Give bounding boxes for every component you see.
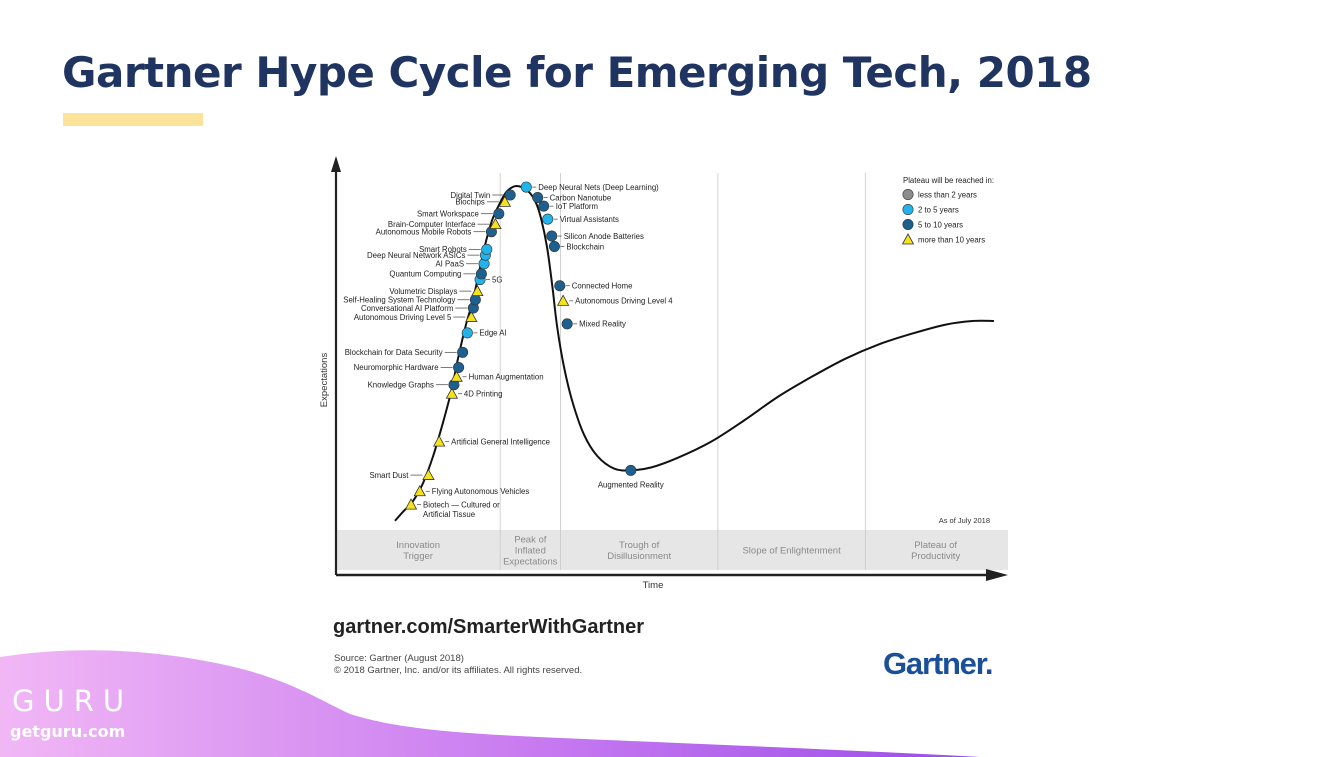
- legend-label: 5 to 10 years: [918, 221, 963, 230]
- point-label: Volumetric Displays: [389, 287, 457, 296]
- phase-label: Plateau of: [914, 540, 957, 551]
- slide-title: Gartner Hype Cycle for Emerging Tech, 20…: [62, 48, 1092, 97]
- point-label: Edge AI: [479, 329, 506, 338]
- point-label: Quantum Computing: [389, 270, 461, 279]
- phase-label: Disillusionment: [607, 551, 671, 562]
- legend-marker: [902, 204, 914, 216]
- point-label: IoT Platform: [556, 202, 598, 211]
- legend-marker: [902, 219, 914, 231]
- data-point: [465, 310, 478, 322]
- point-label: AI PaaS: [435, 260, 464, 269]
- phase-label: Productivity: [911, 551, 960, 562]
- data-point: [475, 268, 487, 280]
- point-label: Self-Healing System Technology: [343, 296, 455, 305]
- x-axis-label: Time: [643, 580, 664, 591]
- data-point: [404, 498, 418, 510]
- data-point: [489, 217, 502, 230]
- point-label: Artificial General Intelligence: [451, 437, 550, 446]
- legend-label: less than 2 years: [918, 191, 977, 200]
- point-label: Brain-Computer Interface: [388, 220, 476, 229]
- phase-label: Slope of Enlightenment: [742, 546, 841, 557]
- phase-label: Innovation: [396, 540, 440, 551]
- point-label: Silicon Anode Batteries: [564, 232, 644, 241]
- point-label: Human Augmentation: [469, 373, 544, 382]
- data-point: [450, 370, 463, 382]
- point-label: Autonomous Mobile Robots: [376, 228, 472, 237]
- point-label: Connected Home: [572, 282, 633, 291]
- point-label: Augmented Reality: [598, 480, 664, 489]
- data-point: [625, 464, 637, 476]
- y-axis-arrow: [331, 156, 341, 172]
- point-label: Carbon Nanotube: [550, 193, 612, 202]
- data-point: [546, 230, 558, 242]
- point-label: Smart Robots: [419, 245, 467, 254]
- legend-title: Plateau will be reached in:: [903, 176, 994, 185]
- phase-label: Inflated: [515, 546, 546, 557]
- point-label: Autonomous Driving Level 5: [354, 313, 452, 322]
- point-label: Artificial Tissue: [423, 510, 475, 519]
- data-point: [433, 435, 446, 447]
- data-point: [457, 346, 469, 358]
- point-label: Flying Autonomous Vehicles: [432, 487, 530, 496]
- guru-website[interactable]: getguru.com: [10, 722, 126, 741]
- as-of-note: As of July 2018: [939, 516, 990, 525]
- data-point: [422, 468, 435, 480]
- data-point: [561, 318, 573, 330]
- legend-label: 2 to 5 years: [918, 206, 959, 215]
- source-line: Source: Gartner (August 2018): [334, 653, 464, 664]
- footer-wave-shape: [0, 650, 980, 757]
- phase-band: [336, 530, 1008, 570]
- phase-label: Peak of: [514, 535, 547, 546]
- point-label: Deep Neural Network ASICs: [367, 251, 465, 260]
- point-label: Neuromorphic Hardware: [354, 363, 439, 372]
- data-point: [453, 361, 465, 373]
- point-label: Virtual Assistants: [560, 215, 619, 224]
- point-label: Biochips: [455, 198, 485, 207]
- point-label: Biotech — Cultured or: [423, 500, 500, 509]
- phase-label: Expectations: [503, 557, 558, 568]
- point-label: Autonomous Driving Level 4: [575, 297, 673, 306]
- data-point: [471, 284, 484, 297]
- point-label: Knowledge Graphs: [368, 381, 434, 390]
- y-axis-label: Expectations: [319, 353, 330, 408]
- point-label: Smart Workspace: [417, 210, 479, 219]
- data-point: [481, 243, 493, 255]
- title-accent-bar: [63, 113, 203, 126]
- legend-label: more than 10 years: [918, 236, 985, 245]
- point-label: Conversational AI Platform: [361, 304, 453, 313]
- guru-logo: GURU: [12, 684, 134, 718]
- point-label: Blockchain for Data Security: [345, 348, 443, 357]
- data-point: [504, 189, 516, 201]
- phase-label: Trough of: [619, 540, 660, 551]
- data-point: [520, 181, 532, 193]
- data-point: [538, 200, 550, 212]
- source-site-link[interactable]: gartner.com/SmarterWithGartner: [333, 616, 645, 638]
- data-point: [532, 192, 544, 204]
- data-point: [556, 294, 570, 306]
- x-axis-arrow: [986, 569, 1008, 581]
- data-point: [542, 213, 554, 225]
- point-label: 4D Printing: [464, 390, 503, 399]
- gartner-logo: Gartner.: [883, 646, 994, 681]
- legend-marker: [902, 189, 914, 201]
- point-label: Mixed Reality: [579, 320, 626, 329]
- point-label: 5G: [492, 275, 502, 284]
- point-label: Deep Neural Nets (Deep Learning): [538, 183, 659, 192]
- point-label: Smart Dust: [369, 471, 409, 480]
- point-label: Blockchain: [566, 242, 604, 251]
- source-credit: Source: Gartner (August 2018) © 2018 Gar…: [334, 653, 582, 677]
- legend-marker: [901, 233, 915, 245]
- data-point: [413, 484, 426, 497]
- data-point: [445, 387, 459, 399]
- copyright-line: © 2018 Gartner, Inc. and/or its affiliat…: [334, 665, 583, 676]
- data-point: [548, 240, 560, 252]
- data-point: [461, 327, 473, 339]
- data-point: [498, 195, 512, 207]
- data-point: [554, 280, 566, 292]
- point-label: Digital Twin: [450, 191, 490, 200]
- data-point: [493, 208, 505, 220]
- phase-label: Trigger: [403, 551, 433, 562]
